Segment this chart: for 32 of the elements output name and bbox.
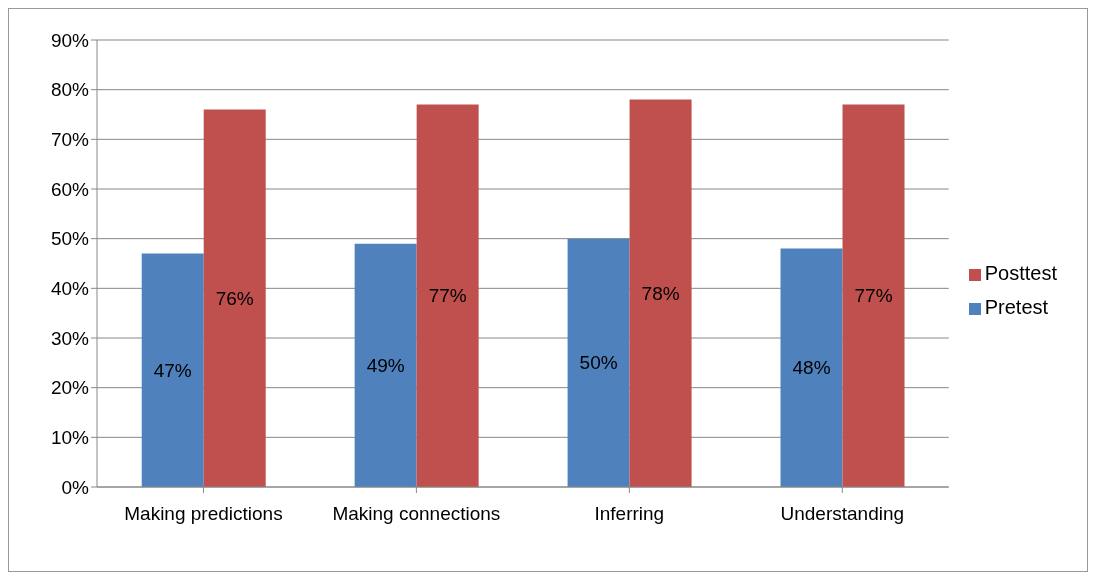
legend-label: Posttest xyxy=(984,262,1057,284)
y-tick-label: 0% xyxy=(61,476,90,498)
bar xyxy=(416,104,479,487)
y-tick-label: 20% xyxy=(50,377,90,399)
y-tick-label: 50% xyxy=(50,228,90,250)
x-tick-label: Making connections xyxy=(332,503,501,525)
data-label: 77% xyxy=(428,285,467,307)
y-tick-label: 60% xyxy=(50,178,90,200)
data-label: 48% xyxy=(792,357,831,379)
bar xyxy=(354,243,417,487)
bar xyxy=(780,248,843,487)
legend-label: Pretest xyxy=(984,296,1049,318)
bar xyxy=(203,109,266,487)
data-label: 50% xyxy=(579,352,618,374)
data-label: 78% xyxy=(641,282,680,304)
bar xyxy=(629,99,692,487)
x-tick-label: Inferring xyxy=(594,503,665,525)
y-tick-label: 30% xyxy=(50,327,90,349)
y-tick-label: 40% xyxy=(50,278,90,300)
bar xyxy=(842,104,905,487)
y-tick-label: 10% xyxy=(50,427,90,449)
x-tick-label: Understanding xyxy=(780,503,905,525)
y-tick-label: 70% xyxy=(50,129,90,151)
y-tick-label: 80% xyxy=(50,79,90,101)
data-label: 76% xyxy=(215,287,254,309)
data-label: 49% xyxy=(366,354,405,376)
bar xyxy=(141,253,204,487)
y-tick-label: 90% xyxy=(50,29,90,51)
data-label: 77% xyxy=(854,285,893,307)
x-tick-label: Making predictions xyxy=(124,503,283,525)
data-label: 47% xyxy=(153,359,192,381)
bar xyxy=(567,238,630,487)
